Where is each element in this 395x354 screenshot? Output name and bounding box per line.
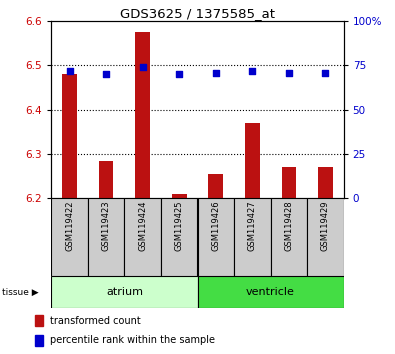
Bar — [35, 335, 43, 346]
Bar — [198, 276, 344, 308]
Bar — [172, 194, 186, 198]
Point — [213, 70, 219, 75]
Title: GDS3625 / 1375585_at: GDS3625 / 1375585_at — [120, 7, 275, 20]
Point — [286, 70, 292, 75]
Bar — [62, 74, 77, 198]
Bar — [35, 315, 43, 326]
Text: GSM119422: GSM119422 — [65, 201, 74, 251]
Bar — [198, 198, 234, 276]
Bar — [51, 276, 198, 308]
Text: GSM119426: GSM119426 — [211, 201, 220, 251]
Bar — [135, 32, 150, 198]
Point — [66, 68, 73, 74]
Text: transformed count: transformed count — [50, 316, 141, 326]
Bar — [51, 198, 88, 276]
Point — [176, 72, 182, 77]
Bar — [234, 198, 271, 276]
Bar — [307, 198, 344, 276]
Text: GSM119424: GSM119424 — [138, 201, 147, 251]
Text: GSM119428: GSM119428 — [284, 201, 293, 251]
Bar — [282, 167, 296, 198]
Text: GSM119425: GSM119425 — [175, 201, 184, 251]
Text: GSM119427: GSM119427 — [248, 201, 257, 251]
Bar — [271, 198, 307, 276]
Text: GSM119423: GSM119423 — [102, 201, 111, 251]
Bar — [124, 198, 161, 276]
Bar — [99, 161, 113, 198]
Bar — [88, 198, 124, 276]
Text: percentile rank within the sample: percentile rank within the sample — [50, 335, 215, 346]
Point — [322, 70, 329, 75]
Text: tissue ▶: tissue ▶ — [2, 287, 39, 297]
Bar — [209, 174, 223, 198]
Point — [139, 64, 146, 70]
Bar — [161, 198, 198, 276]
Text: GSM119429: GSM119429 — [321, 201, 330, 251]
Bar — [318, 167, 333, 198]
Text: ventricle: ventricle — [246, 287, 295, 297]
Point — [103, 72, 109, 77]
Bar — [245, 123, 260, 198]
Text: atrium: atrium — [106, 287, 143, 297]
Point — [249, 68, 256, 74]
